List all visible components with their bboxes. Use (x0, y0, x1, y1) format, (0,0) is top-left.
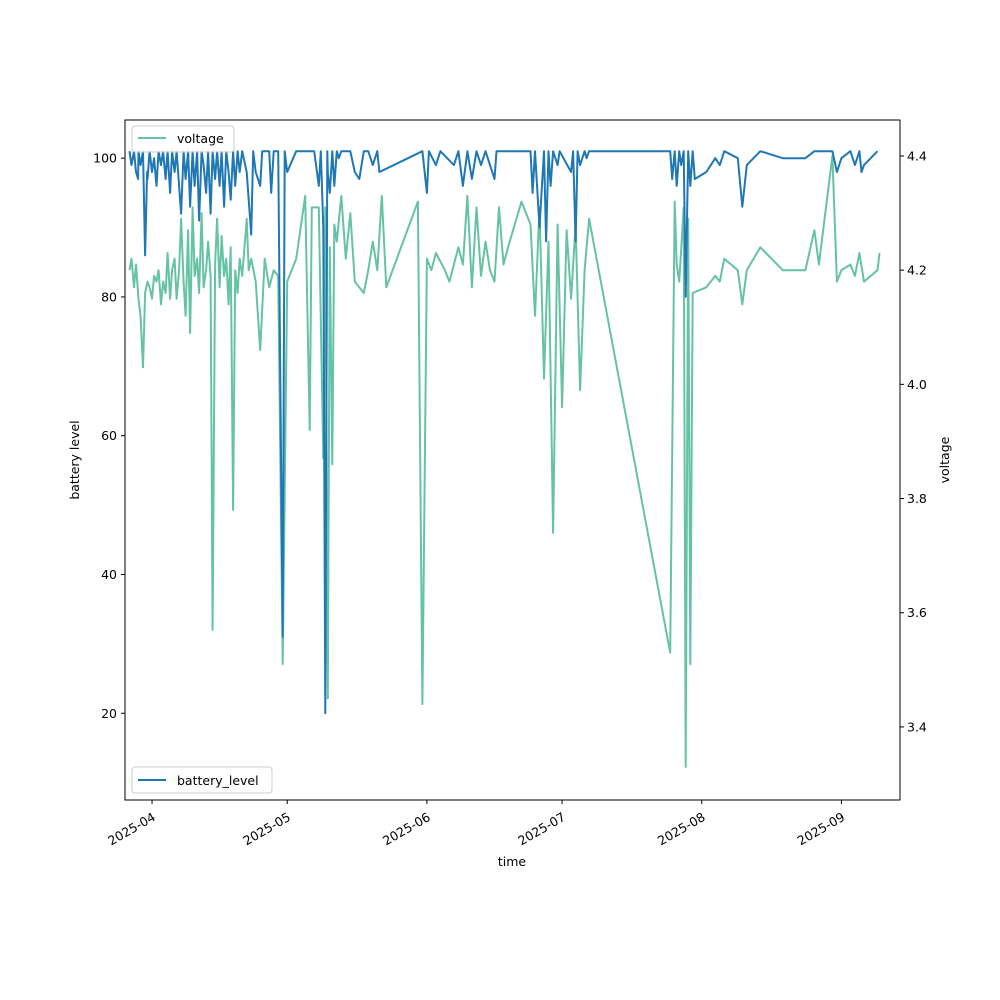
series-line-voltage (128, 155, 881, 768)
y-left-tick-label: 80 (101, 289, 117, 304)
legend-voltage: voltage (131, 125, 235, 153)
y-right-tick-label: 4.4 (907, 148, 927, 163)
legend-battery-level-box (131, 766, 273, 794)
y-left-tick-label: 60 (101, 428, 117, 443)
y-right-tick-label: 3.8 (907, 491, 927, 506)
y-right-tick-label: 4.0 (907, 377, 927, 392)
legend-voltage-box (131, 125, 235, 153)
y-right-tick-label: 3.6 (907, 605, 927, 620)
y-left-tick-label: 100 (93, 151, 117, 166)
y-right-tick-label: 4.2 (907, 263, 927, 278)
legend-battery-level: battery_level (131, 766, 273, 794)
plot-area (125, 120, 900, 800)
y-axis-left-label: battery level (67, 420, 82, 499)
y-left-tick-label: 20 (101, 706, 117, 721)
y-right-tick-label: 3.4 (907, 719, 927, 734)
y-axis-right-label: voltage (937, 436, 952, 483)
y-axis-left: 20 40 60 80 100 (93, 151, 125, 721)
y-axis-right: 3.4 3.6 3.8 4.0 4.2 4.4 (900, 148, 927, 734)
plot-frame (124, 119, 901, 801)
legend-battery-level-label: battery_level (177, 773, 259, 788)
y-left-tick-label: 40 (101, 567, 117, 582)
legend-voltage-label: voltage (177, 131, 224, 146)
x-axis-label: time (498, 854, 527, 869)
